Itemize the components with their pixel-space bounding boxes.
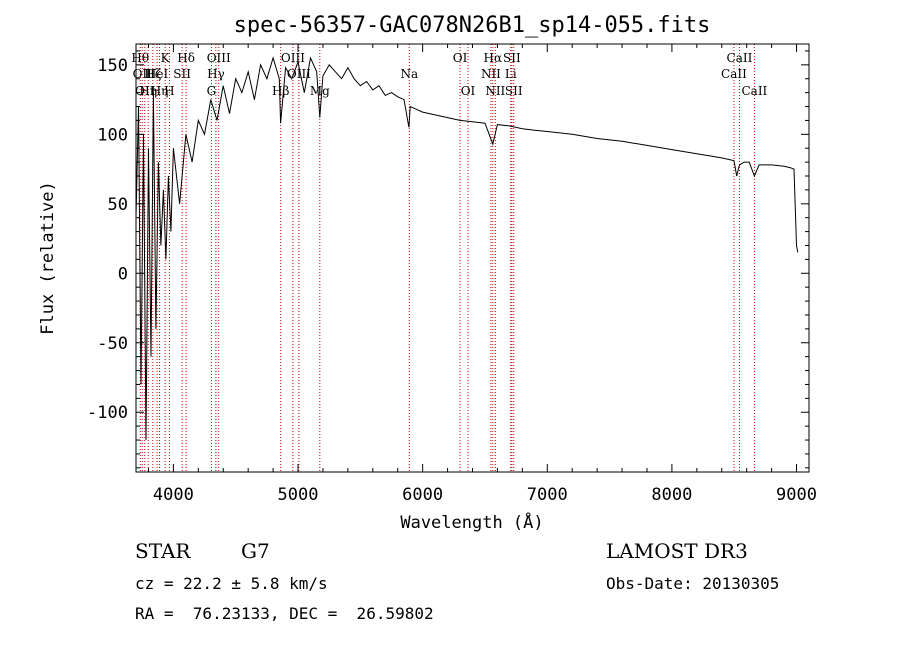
y-axis: -100 -50 0 50 100 150 (87, 50, 809, 469)
x-tick-label: 6000 (402, 485, 443, 505)
y-tick-label: 0 (118, 264, 128, 284)
line-label: Hβ (272, 84, 289, 98)
line-label: Hθ (131, 51, 149, 65)
line-label: CaII (741, 84, 767, 98)
line-label: SII (505, 84, 523, 98)
line-label: CaII (721, 67, 747, 81)
line-label: Hα (484, 51, 503, 65)
x-axis-label: Wavelength (Å) (400, 511, 543, 533)
line-label: Hδ (177, 51, 195, 65)
spectrum-line (135, 56, 799, 441)
x-axis: 4000 5000 6000 7000 8000 9000 (147, 44, 817, 505)
y-tick-label: -50 (97, 334, 128, 354)
line-label: NII (481, 67, 501, 81)
plot-frame (135, 43, 810, 473)
line-label: Li (505, 67, 517, 81)
line-label: H (164, 84, 174, 98)
x-tick-label: 5000 (278, 485, 319, 505)
coordinates: RA = 76.23133, DEC = 26.59802 (135, 604, 434, 623)
line-label: OIII (287, 67, 311, 81)
line-label: HeI (146, 67, 169, 81)
line-label: CaII (727, 51, 753, 65)
y-axis-label: Flux (relative) (38, 181, 58, 335)
y-tick-label: 150 (97, 56, 128, 76)
line-label: OII (133, 67, 153, 81)
x-tick-label: 7000 (527, 485, 568, 505)
object-subclass: G7 (241, 539, 270, 563)
line-label: Na (400, 67, 418, 81)
redshift-info: cz = 22.2 ± 5.8 km/s (135, 574, 328, 593)
y-tick-label: -100 (87, 403, 128, 423)
line-label: Hγ (207, 67, 225, 81)
line-label: OI (461, 84, 476, 98)
line-label: OII (135, 84, 155, 98)
y-tick-label: 50 (108, 195, 128, 215)
line-markers (139, 44, 755, 472)
line-label: OI (453, 51, 468, 65)
line-label: SII (503, 51, 521, 65)
x-tick-label: 4000 (153, 485, 194, 505)
y-tick-label: 100 (97, 125, 128, 145)
x-tick-label: 8000 (651, 485, 692, 505)
chart-title: spec-56357-GAC078N26B1_sp14-055.fits (234, 13, 711, 38)
object-class: STAR (135, 539, 191, 563)
survey-name: LAMOST DR3 (606, 539, 748, 563)
line-label: Hη (139, 84, 157, 98)
line-label: OIII (281, 51, 305, 65)
line-label: OIII (207, 51, 231, 65)
x-tick-label: 9000 (776, 485, 817, 505)
obs-date: Obs-Date: 20130305 (606, 574, 780, 593)
line-label: Hη (151, 84, 169, 98)
line-label: NII (485, 84, 505, 98)
line-label: K (161, 51, 171, 65)
line-labels: HθOIIOIIHηHζHeIHηKHSIIHδGHγOIIIHβOIIIOII… (131, 51, 767, 98)
line-label: G (207, 84, 217, 98)
line-label: Hζ (144, 67, 161, 81)
line-label: Mg (310, 84, 330, 98)
line-label: SII (173, 67, 191, 81)
